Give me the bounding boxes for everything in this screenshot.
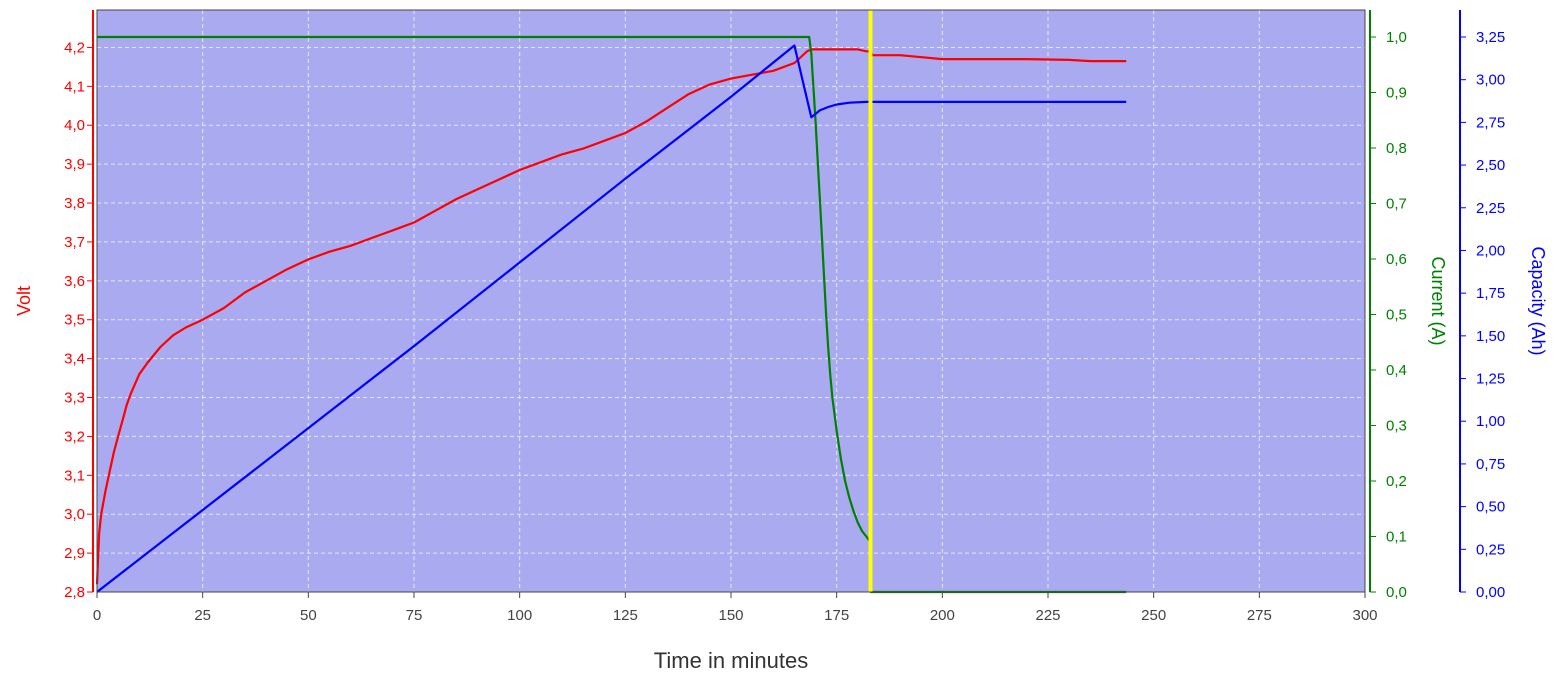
capacity-tick-label: 0,00 bbox=[1476, 584, 1505, 601]
x-tick-label: 225 bbox=[1035, 607, 1060, 624]
current-tick-label: 0,9 bbox=[1386, 85, 1407, 102]
plot-border bbox=[96, 9, 1366, 593]
current-series-line bbox=[97, 35, 1127, 594]
x-tick-label: 150 bbox=[718, 607, 743, 624]
current-tick-label: 0,7 bbox=[1386, 196, 1407, 213]
capacity-tick-label: 2,75 bbox=[1476, 114, 1505, 131]
volt-tick-label: 3,7 bbox=[64, 234, 85, 251]
current-tick-label: 0,5 bbox=[1386, 307, 1407, 324]
x-axis-title: Time in minutes bbox=[654, 648, 808, 673]
volt-axis-title: Volt bbox=[14, 286, 34, 316]
current-tick-label: 0,3 bbox=[1386, 418, 1407, 435]
capacity-tick-label: 0,75 bbox=[1476, 456, 1505, 473]
current-tick-label: 0,6 bbox=[1386, 251, 1407, 268]
capacity-tick-label: 3,25 bbox=[1476, 29, 1505, 46]
capacity-tick-label: 1,25 bbox=[1476, 371, 1505, 388]
x-tick-label: 125 bbox=[613, 607, 638, 624]
volt-tick-label: 3,5 bbox=[64, 312, 85, 329]
series-layer bbox=[95, 10, 1127, 594]
volt-tick-label: 3,4 bbox=[64, 351, 85, 368]
volt-tick-label: 2,9 bbox=[64, 545, 85, 562]
volt-tick-label: 4,2 bbox=[64, 39, 85, 56]
capacity-tick-label: 0,50 bbox=[1476, 499, 1505, 516]
capacity-tick-label: 1,75 bbox=[1476, 285, 1505, 302]
x-tick-label: 50 bbox=[300, 607, 317, 624]
volt-tick-label: 3,2 bbox=[64, 428, 85, 445]
x-tick-label: 275 bbox=[1247, 607, 1272, 624]
x-tick-label: 100 bbox=[507, 607, 532, 624]
volt-tick-label: 3,9 bbox=[64, 156, 85, 173]
x-tick-label: 200 bbox=[930, 607, 955, 624]
current-tick-label: 1,0 bbox=[1386, 29, 1407, 46]
capacity-axis: 0,00 0,25 0,50 0,75 1,00 1,25 1,50 1,75 2,00 2,25… bbox=[1459, 10, 1505, 601]
current-tick-label: 0,4 bbox=[1386, 362, 1407, 379]
volt-tick-label: 3,8 bbox=[64, 195, 85, 212]
current-axis: 0,0 0,1 0,2 0,3 0,4 0,5 0,6 0,7 0,8 0,9 1,0 bbox=[1369, 10, 1407, 601]
volt-tick-label: 2,8 bbox=[64, 584, 85, 601]
volt-tick-label: 3,1 bbox=[64, 467, 85, 484]
volt-tick-label: 4,0 bbox=[64, 117, 85, 134]
current-tick-label: 0,0 bbox=[1386, 584, 1407, 601]
capacity-tick-label: 3,00 bbox=[1476, 72, 1505, 89]
x-axis: 0 25 50 75 100 125 150 175 200 225 250 275 300 bbox=[93, 592, 1378, 624]
capacity-axis-title: Capacity (Ah) bbox=[1528, 246, 1548, 355]
x-tick-label: 300 bbox=[1352, 607, 1377, 624]
current-axis-title: Current (A) bbox=[1428, 256, 1448, 345]
volt-tick-label: 4,1 bbox=[64, 78, 85, 95]
current-tick-label: 0,2 bbox=[1386, 473, 1407, 490]
x-tick-label: 25 bbox=[194, 607, 211, 624]
volt-axis: 2,8 2,9 3,0 3,1 3,2 3,3 3,4 3,5 3,6 3,7 3,8 3,9 4,0 4… bbox=[64, 10, 94, 601]
volt-tick-label: 3,0 bbox=[64, 506, 85, 523]
volt-tick-label: 3,6 bbox=[64, 273, 85, 290]
current-tick-label: 0,1 bbox=[1386, 529, 1407, 546]
x-tick-label: 75 bbox=[406, 607, 423, 624]
capacity-tick-label: 1,50 bbox=[1476, 328, 1505, 345]
grid-lines bbox=[97, 10, 1365, 593]
x-tick-label: 0 bbox=[93, 607, 101, 624]
capacity-tick-label: 1,00 bbox=[1476, 413, 1505, 430]
capacity-tick-label: 2,00 bbox=[1476, 242, 1505, 259]
volt-tick-label: 3,3 bbox=[64, 390, 85, 407]
capacity-tick-label: 2,25 bbox=[1476, 200, 1505, 217]
capacity-tick-label: 0,25 bbox=[1476, 541, 1505, 558]
capacity-tick-label: 2,50 bbox=[1476, 157, 1505, 174]
x-tick-label: 175 bbox=[824, 607, 849, 624]
x-tick-label: 250 bbox=[1141, 607, 1166, 624]
current-tick-label: 0,8 bbox=[1386, 140, 1407, 157]
